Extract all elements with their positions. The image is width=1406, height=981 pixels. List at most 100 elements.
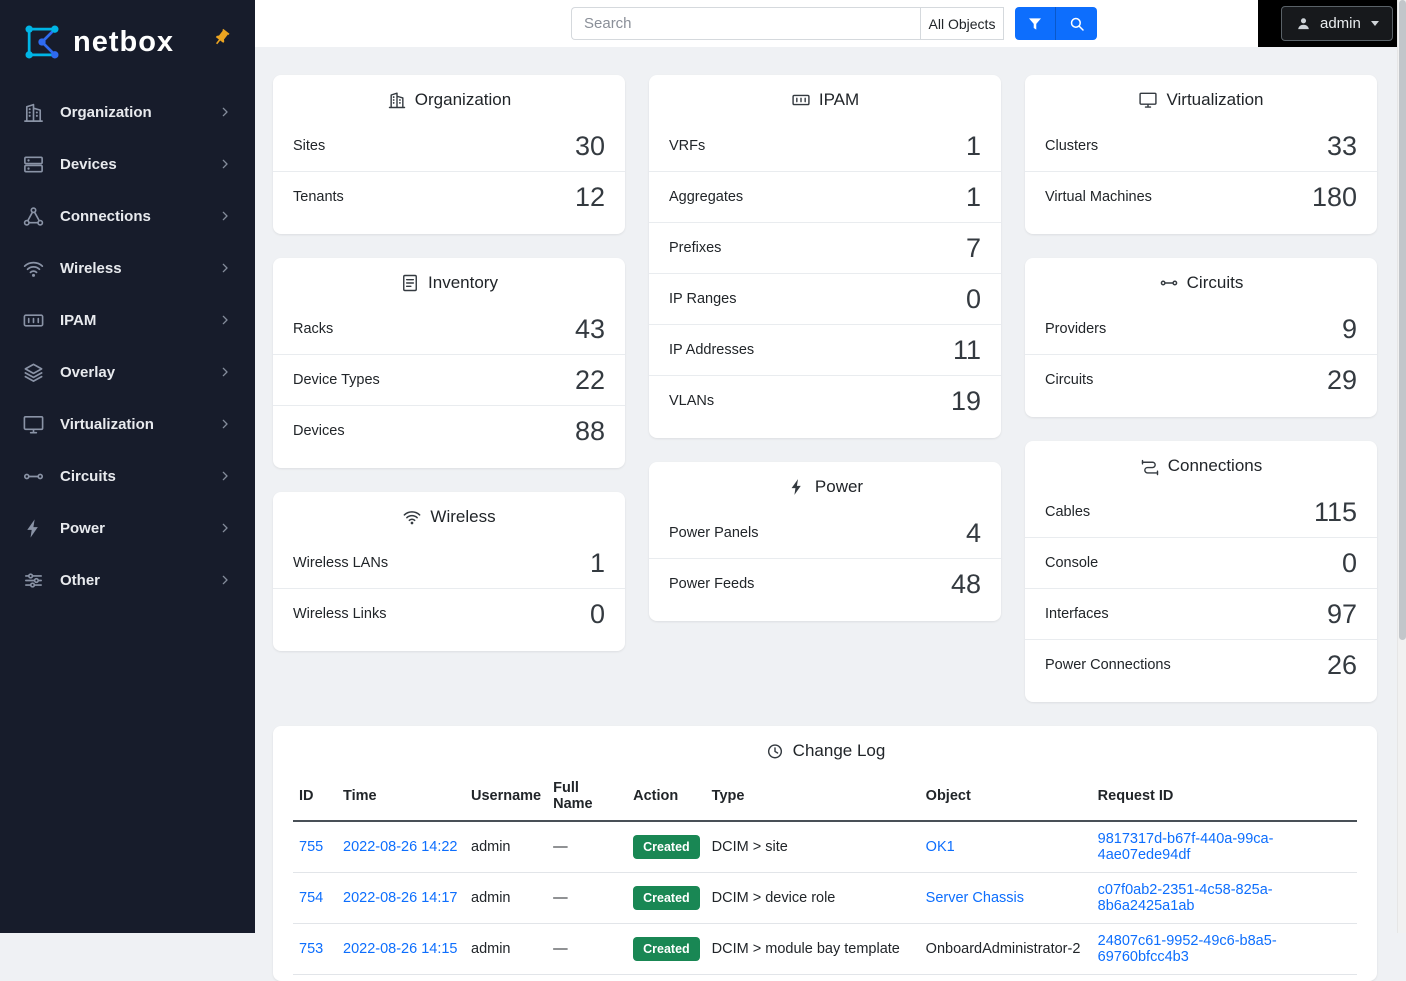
stat-label-wireless-lans[interactable]: Wireless LANs [293, 555, 388, 571]
stat-value-clusters[interactable]: 33 [1327, 132, 1357, 160]
stat-value-power-feeds[interactable]: 48 [951, 570, 981, 598]
brand[interactable]: netbox [0, 0, 255, 80]
stat-value-wireless-links[interactable]: 0 [590, 600, 605, 628]
stat-label-power-feeds[interactable]: Power Feeds [669, 576, 754, 592]
filter-button[interactable] [1015, 7, 1055, 40]
changelog-time-link[interactable]: 2022-08-26 14:22 [343, 839, 458, 855]
brand-name[interactable]: netbox [73, 26, 174, 59]
pin-icon[interactable] [208, 24, 235, 51]
changelog-time-link[interactable]: 2022-08-26 14:15 [343, 941, 458, 957]
stat-label-cables[interactable]: Cables [1045, 504, 1090, 520]
sidebar-item-label: Organization [60, 104, 217, 121]
stat-label-interfaces[interactable]: Interfaces [1045, 606, 1109, 622]
sidebar-item-organization[interactable]: Organization [0, 86, 255, 138]
stat-label-vrfs[interactable]: VRFs [669, 138, 705, 154]
changelog-request-id-link[interactable]: 24807c61-9952-49c6-b8a5-69760bfcc4b3 [1098, 933, 1277, 965]
stat-label-aggregates[interactable]: Aggregates [669, 189, 743, 205]
sidebar-item-other[interactable]: Other [0, 554, 255, 606]
stat-value-providers[interactable]: 9 [1342, 315, 1357, 343]
card-power-title: Power [649, 462, 1001, 508]
stat-value-devices[interactable]: 88 [575, 417, 605, 445]
stat-value-vrfs[interactable]: 1 [966, 132, 981, 160]
card-title-text: Circuits [1187, 273, 1244, 293]
sidebar-item-ipam[interactable]: IPAM [0, 294, 255, 346]
changelog-time-link[interactable]: 2022-08-26 14:17 [343, 890, 458, 906]
stat-value-interfaces[interactable]: 97 [1327, 600, 1357, 628]
stat-value-power-connections[interactable]: 26 [1327, 651, 1357, 679]
stat-value-circuits[interactable]: 29 [1327, 366, 1357, 394]
stat-row-tenants: Tenants 12 [273, 171, 625, 222]
stat-label-sites[interactable]: Sites [293, 138, 325, 154]
stat-label-devices[interactable]: Devices [293, 423, 345, 439]
stat-value-ip-ranges[interactable]: 0 [966, 285, 981, 313]
stat-value-device-types[interactable]: 22 [575, 366, 605, 394]
sidebar-item-connections[interactable]: Connections [0, 190, 255, 242]
stat-label-providers[interactable]: Providers [1045, 321, 1106, 337]
list-icon [400, 273, 420, 293]
stat-value-prefixes[interactable]: 7 [966, 234, 981, 262]
stat-row-ip-addresses: IP Addresses 11 [649, 324, 1001, 375]
stat-label-racks[interactable]: Racks [293, 321, 333, 337]
col-header-id: ID [293, 772, 337, 821]
stat-row-wireless-links: Wireless Links 0 [273, 588, 625, 639]
card-title-text: Inventory [428, 273, 498, 293]
changelog-id-link[interactable]: 755 [299, 839, 323, 855]
stat-label-virtual-machines[interactable]: Virtual Machines [1045, 189, 1152, 205]
stat-label-device-types[interactable]: Device Types [293, 372, 380, 388]
stat-value-racks[interactable]: 43 [575, 315, 605, 343]
card-wireless-title: Wireless [273, 492, 625, 538]
object-type-select[interactable]: All Objects [920, 7, 1004, 40]
card-title-text: IPAM [819, 90, 859, 110]
stat-value-ip-addresses[interactable]: 11 [953, 336, 981, 364]
changelog-object-link[interactable]: OK1 [926, 839, 955, 855]
sidebar-item-power[interactable]: Power [0, 502, 255, 554]
stat-label-ip-ranges[interactable]: IP Ranges [669, 291, 736, 307]
sidebar-item-overlay[interactable]: Overlay [0, 346, 255, 398]
stat-value-sites[interactable]: 30 [575, 132, 605, 160]
card-organization-title: Organization [273, 75, 625, 121]
changelog-request-id-link[interactable]: c07f0ab2-2351-4c58-825a-8b6a2425a1ab [1098, 882, 1273, 914]
sidebar-item-label: Overlay [60, 364, 217, 381]
stat-label-power-panels[interactable]: Power Panels [669, 525, 758, 541]
stat-label-console[interactable]: Console [1045, 555, 1098, 571]
card-virtualization: Virtualization Clusters 33 Virtual Machi… [1025, 75, 1377, 234]
sidebar-item-devices[interactable]: Devices [0, 138, 255, 190]
user-menu-button[interactable]: admin [1281, 6, 1393, 41]
stat-label-prefixes[interactable]: Prefixes [669, 240, 721, 256]
stat-value-wireless-lans[interactable]: 1 [590, 549, 605, 577]
dashboard: Organization Sites 30 Tenants 12 Invento… [255, 47, 1406, 981]
stat-value-power-panels[interactable]: 4 [966, 519, 981, 547]
stat-value-console[interactable]: 0 [1342, 549, 1357, 577]
sidebar-item-virtualization[interactable]: Virtualization [0, 398, 255, 450]
stat-value-virtual-machines[interactable]: 180 [1312, 183, 1357, 211]
stat-label-clusters[interactable]: Clusters [1045, 138, 1098, 154]
monitor-icon [1138, 90, 1158, 110]
sidebar-item-wireless[interactable]: Wireless [0, 242, 255, 294]
stat-label-vlans[interactable]: VLANs [669, 393, 714, 409]
stat-label-tenants[interactable]: Tenants [293, 189, 344, 205]
stat-label-circuits[interactable]: Circuits [1045, 372, 1093, 388]
stat-label-wireless-links[interactable]: Wireless Links [293, 606, 386, 622]
changelog-row: 754 2022-08-26 14:17 admin — Created DCI… [293, 873, 1357, 924]
scrollbar-thumb[interactable] [1399, 0, 1406, 640]
stat-row-devices: Devices 88 [273, 405, 625, 456]
card-inventory-title: Inventory [273, 258, 625, 304]
sidebar-item-circuits[interactable]: Circuits [0, 450, 255, 502]
changelog-id-link[interactable]: 753 [299, 941, 323, 957]
card-title-text: Power [815, 477, 863, 497]
col-header-action: Action [627, 772, 706, 821]
search-input[interactable] [571, 7, 920, 40]
stat-value-aggregates[interactable]: 1 [966, 183, 981, 211]
changelog-object-link[interactable]: Server Chassis [926, 890, 1024, 906]
object-type-selected: All Objects [929, 16, 996, 32]
changelog-id-link[interactable]: 754 [299, 890, 323, 906]
stat-value-tenants[interactable]: 12 [575, 183, 605, 211]
search-button[interactable] [1055, 7, 1097, 40]
stat-value-vlans[interactable]: 19 [951, 387, 981, 415]
card-circuits: Circuits Providers 9 Circuits 29 [1025, 258, 1377, 417]
stat-value-cables[interactable]: 115 [1314, 498, 1357, 526]
server-icon [22, 153, 45, 176]
stat-label-power-connections[interactable]: Power Connections [1045, 657, 1171, 673]
stat-label-ip-addresses[interactable]: IP Addresses [669, 342, 754, 358]
changelog-request-id-link[interactable]: 9817317d-b67f-440a-99ca-4ae07ede94df [1098, 831, 1274, 863]
